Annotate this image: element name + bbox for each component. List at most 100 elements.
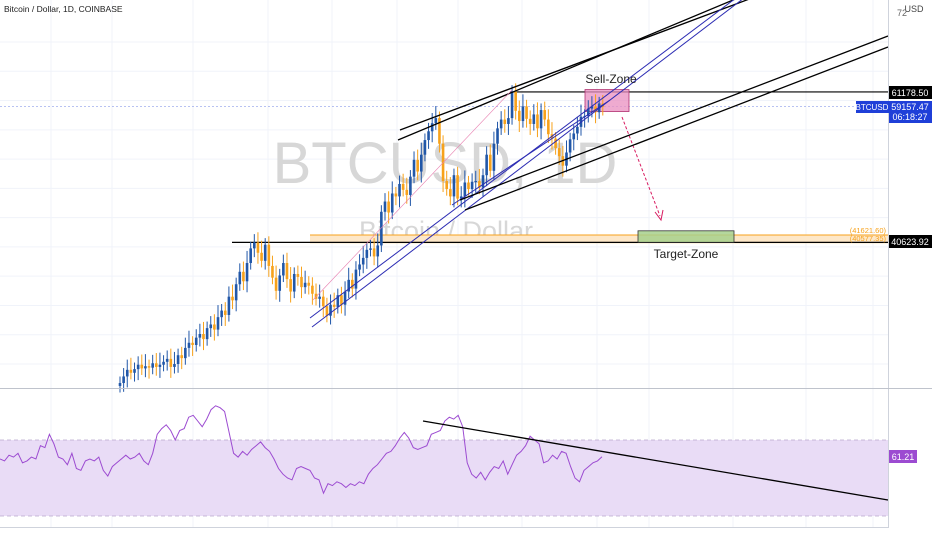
candle-body [249, 248, 252, 264]
target-zone-box [637, 230, 735, 243]
candle-body [543, 110, 547, 120]
candle-body [147, 366, 151, 368]
candle-body [194, 337, 198, 345]
candle-body [405, 189, 409, 195]
candle-body [387, 201, 390, 213]
candle-body [361, 257, 365, 265]
candle-body [416, 159, 419, 172]
candle-body [329, 304, 332, 316]
rsi-tag-bg [889, 450, 917, 463]
candle-body [314, 293, 318, 299]
candle-body [485, 154, 488, 176]
candle-body [187, 342, 191, 348]
candle-body [576, 126, 579, 134]
blue-inner-line [451, 99, 611, 206]
candle-body [296, 273, 300, 277]
blue-channel-lower [311, 0, 743, 328]
candle-body [274, 277, 278, 291]
projection-arrow-head [654, 209, 664, 222]
candle-body [340, 295, 343, 305]
sell-zone-label: Sell-Zone [585, 72, 637, 86]
candle-body [267, 244, 271, 266]
candle-body [358, 264, 361, 270]
last-price-bg [889, 101, 932, 123]
lower-channel-lower [464, 46, 889, 211]
candle-body [292, 273, 296, 292]
candle-body [536, 114, 539, 129]
candle-body [554, 138, 557, 149]
candle-body [263, 244, 267, 261]
countdown-timer: 06:18:27 [892, 112, 927, 122]
candle-body [231, 296, 234, 301]
candle-body [383, 201, 387, 212]
candle-body [133, 369, 136, 373]
candle-body [180, 355, 184, 359]
candle-body [136, 364, 140, 370]
candle-series [118, 83, 605, 393]
rsi-pane [0, 405, 889, 517]
candle-body [503, 119, 507, 124]
candle-body [144, 366, 147, 369]
candle-body [528, 118, 532, 124]
fib-diagonal [312, 89, 513, 301]
candle-body [568, 139, 572, 153]
candle-body [158, 364, 162, 367]
candle-body [282, 263, 285, 276]
fib-band [310, 235, 888, 243]
candle-body [311, 285, 314, 294]
candle-body [169, 358, 173, 367]
candle-body [590, 106, 594, 109]
candle-body [176, 355, 180, 364]
candle-body [129, 369, 133, 373]
candle-body [372, 248, 376, 257]
candle-body [253, 242, 256, 249]
candle-body [394, 193, 398, 197]
candle-body [242, 271, 245, 282]
candle-body [518, 110, 521, 122]
fib-low-price: (40577.35) [850, 234, 887, 243]
candle-body [521, 106, 525, 122]
fib-high-price: (41621.60) [850, 226, 887, 235]
candle-body [398, 183, 401, 197]
candle-body [122, 376, 125, 384]
candle-body [184, 347, 187, 359]
candle-body [376, 245, 380, 257]
candle-body [390, 193, 394, 213]
symbol-tag: BTCUSD [856, 103, 889, 112]
candle-body [278, 275, 282, 291]
candle-body [151, 363, 154, 368]
candle-body [351, 279, 354, 289]
candle-body [289, 279, 292, 292]
rsi-trendline [422, 420, 889, 501]
gridlines [0, 0, 888, 527]
candle-body [459, 196, 463, 199]
candle-body [474, 181, 478, 183]
candle-body [307, 282, 311, 286]
candle-body [547, 119, 550, 135]
candle-body [223, 310, 227, 315]
candle-body [409, 176, 412, 195]
candle-body [423, 140, 427, 155]
candle-body [470, 181, 474, 190]
candle-body [216, 317, 220, 330]
outer-channel-upper [399, 0, 749, 131]
candle-body [238, 271, 242, 285]
candle-body [430, 123, 434, 132]
candle-body [434, 118, 438, 124]
candle-body [380, 211, 383, 246]
candle-body [525, 106, 528, 119]
resistance-price-tag: 61178.50 [889, 86, 932, 99]
candle-body [198, 333, 202, 338]
candle-body [452, 175, 456, 197]
candle-body [300, 276, 303, 288]
rsi-band [0, 440, 888, 516]
symbol-tag-bg [856, 101, 889, 113]
currency-label[interactable]: USD [904, 4, 924, 14]
candle-body [336, 295, 340, 307]
support-price-tag: 40623.92 [889, 235, 932, 248]
candle-body [478, 181, 481, 188]
candle-body [449, 189, 452, 197]
candle-body [510, 91, 514, 119]
candle-body [539, 110, 543, 129]
candle-body [586, 108, 590, 116]
